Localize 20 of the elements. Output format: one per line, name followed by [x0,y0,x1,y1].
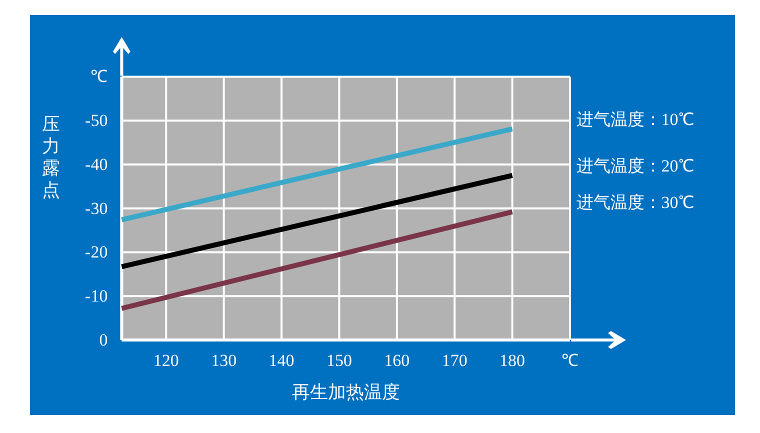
y-tick-label: -40 [85,154,108,174]
x-axis-title: 再生加热温度 [292,382,400,402]
y-tick-label: -10 [85,286,108,306]
x-tick-label: 170 [442,351,468,370]
x-tick-label: 150 [326,351,352,370]
y-tick-label: -50 [85,111,108,130]
x-tick-label: 120 [153,351,179,370]
y-tick-label: -20 [85,242,108,262]
x-tick-label: ℃ [562,351,578,370]
text: 进气温度：30℃ [576,192,694,212]
text: 进气温度：20℃ [576,156,694,176]
x-tick-label: 160 [384,351,410,370]
y-tick-label: 0 [99,330,108,350]
x-tick-label: 180 [500,351,526,370]
x-tick-label: 140 [268,351,294,370]
x-tick-label: 130 [211,351,237,370]
text: 进气温度：10℃ [576,110,694,129]
y-tick-label: -30 [85,198,108,218]
y-tick-label: ℃ [90,67,108,86]
y-axis-title: 压力露点 [42,114,60,200]
